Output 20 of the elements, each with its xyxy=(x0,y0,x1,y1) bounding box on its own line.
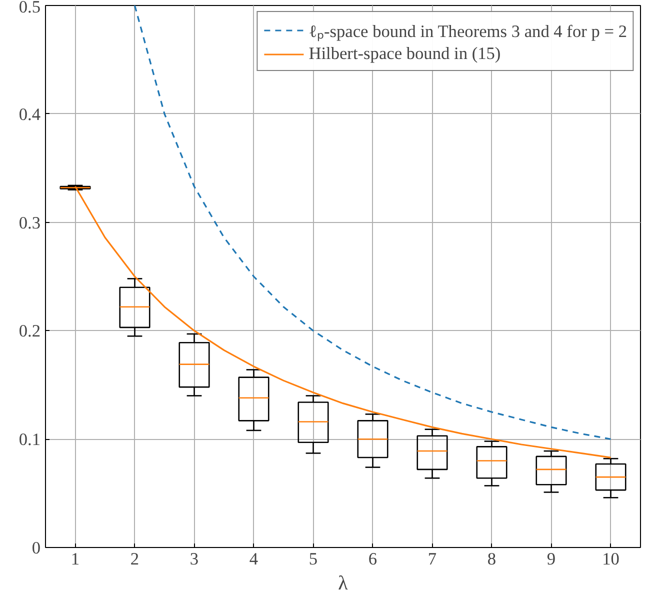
x-tick-label: 5 xyxy=(308,550,318,568)
legend-label: ℓₚ-space bound in Theorems 3 and 4 for p = 2 xyxy=(308,21,627,42)
y-tick-label: 0 xyxy=(32,538,41,558)
x-tick-label: 10 xyxy=(602,550,620,568)
x-axis-title: λ xyxy=(338,572,348,594)
y-tick-label: 0.2 xyxy=(18,322,41,341)
y-tick-label: 0.3 xyxy=(18,213,41,232)
y-tick-label: 0.1 xyxy=(18,430,41,450)
y-tick-label: 0.5 xyxy=(18,0,41,16)
x-tick-label: 2 xyxy=(130,550,140,568)
x-tick-label: 7 xyxy=(428,550,437,568)
x-tick-label: 9 xyxy=(546,550,556,568)
x-tick-label: 3 xyxy=(190,550,199,568)
y-tick-label: 0.4 xyxy=(18,104,41,124)
x-tick-label: 4 xyxy=(249,550,258,568)
x-tick-label: 6 xyxy=(368,550,378,568)
x-tick-label: 1 xyxy=(70,550,80,568)
line-series xyxy=(134,6,612,440)
x-tick-label: 8 xyxy=(487,550,496,568)
legend-label: Hilbert-space bound in (15) xyxy=(308,44,501,64)
